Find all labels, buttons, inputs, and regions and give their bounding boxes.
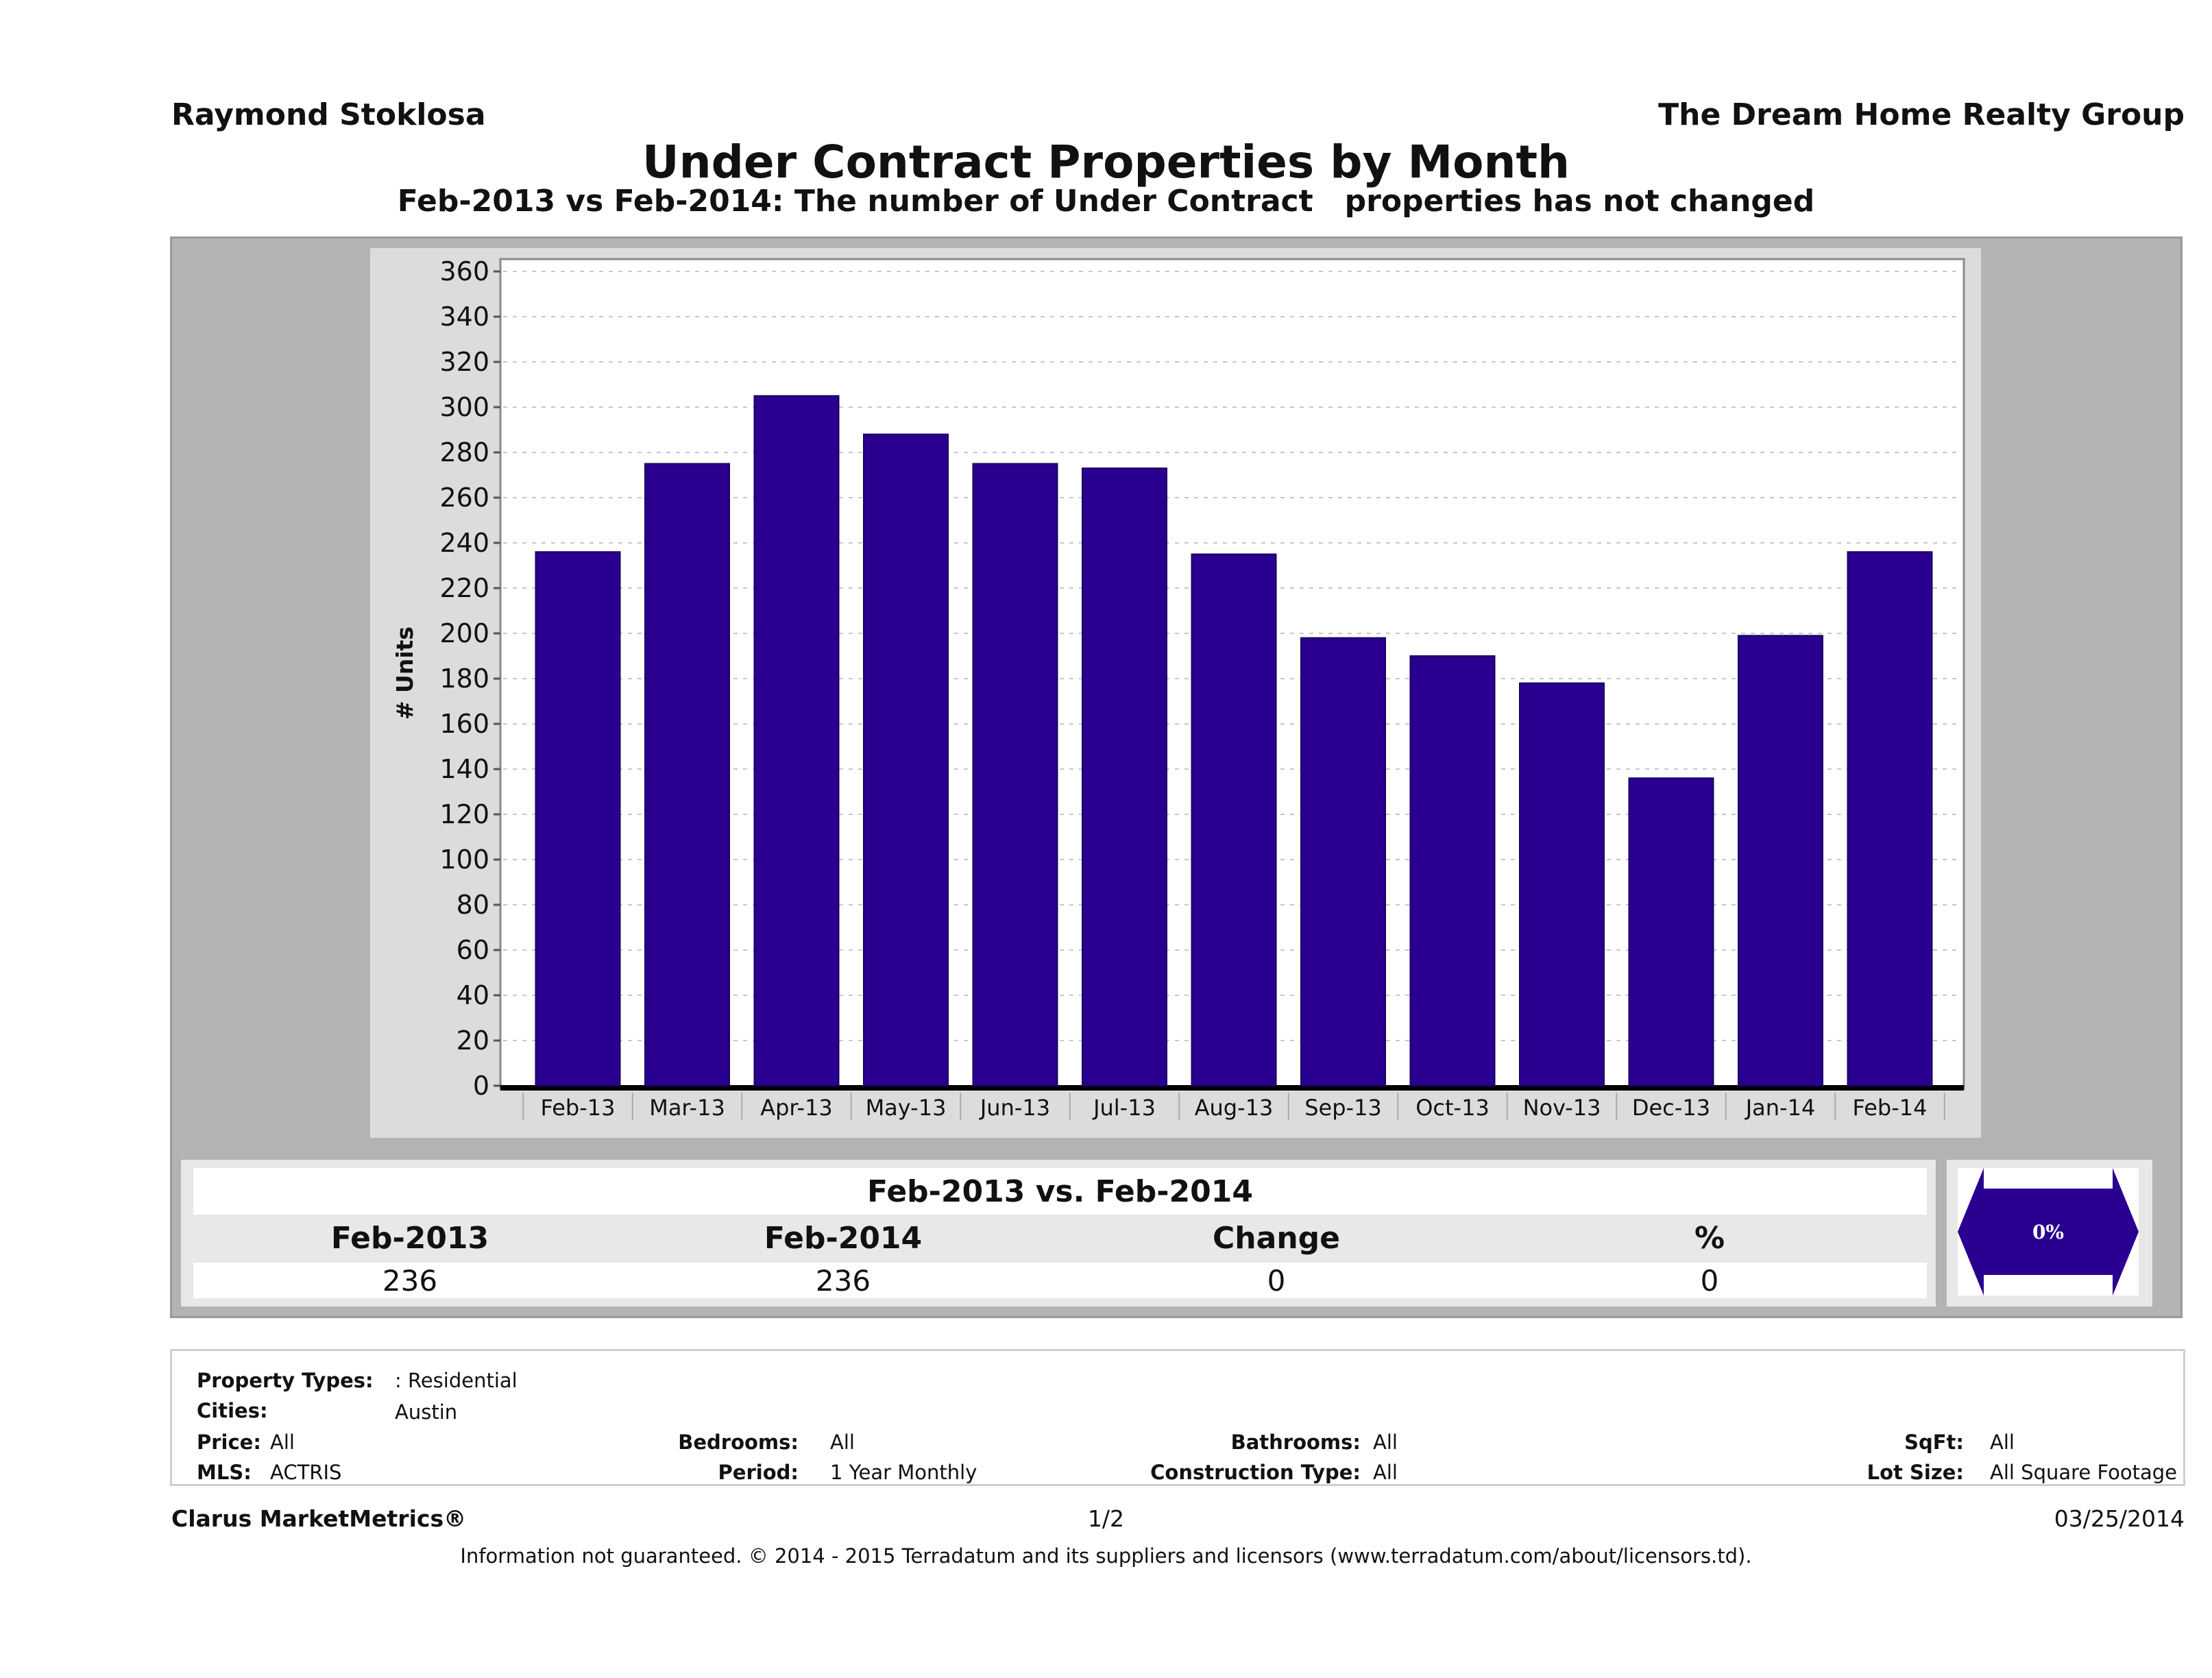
bar-nov-13 xyxy=(1519,682,1605,1086)
value-feb-2013: 236 xyxy=(382,1263,438,1298)
disclaimer: Information not guaranteed. © 2014 - 201… xyxy=(460,1544,1752,1568)
comparison-title-row: Feb-2013 vs. Feb-2014 xyxy=(193,1168,1927,1215)
x-tick-label: Jul-13 xyxy=(1092,1095,1156,1121)
y-tick-label: 280 xyxy=(439,437,489,467)
y-tick-label: 360 xyxy=(439,256,489,287)
sqft-label: SqFt: xyxy=(1904,1431,1964,1454)
x-axis-labels: Feb-13 Mar-13 Apr-13 May-13 Jun-13 Jul-13 Aug-… xyxy=(522,1093,1945,1121)
price-label: Price: xyxy=(197,1431,261,1454)
double-arrow-icon: 0% xyxy=(1958,1168,2139,1296)
y-tick-label: 320 xyxy=(439,347,489,377)
y-tick-label: 160 xyxy=(439,709,489,739)
y-tick-label: 180 xyxy=(439,664,489,694)
y-tick-label: 120 xyxy=(439,799,489,829)
comparison-header-row: Feb-2013 Feb-2014 Change % xyxy=(193,1216,1927,1260)
brand-label: Clarus MarketMetrics® xyxy=(171,1505,467,1532)
bar-feb-13 xyxy=(535,551,621,1086)
x-tick-label: Oct-13 xyxy=(1415,1095,1490,1121)
x-tick-label: Mar-13 xyxy=(649,1095,725,1121)
period-value: 1 Year Monthly xyxy=(830,1461,977,1484)
bar-jun-13 xyxy=(972,463,1058,1086)
header-feb-2014: Feb-2014 xyxy=(764,1220,923,1256)
comparison-title: Feb-2013 vs. Feb-2014 xyxy=(867,1174,1253,1209)
y-tick-label: 20 xyxy=(457,1025,489,1056)
agent-name: Raymond Stoklosa xyxy=(171,97,486,132)
y-tick-label: 340 xyxy=(439,302,489,332)
bathrooms-value: All xyxy=(1373,1431,1398,1454)
company-name: The Dream Home Realty Group xyxy=(1658,97,2185,132)
value-feb-2014: 236 xyxy=(815,1263,871,1298)
x-tick-label: Nov-13 xyxy=(1523,1095,1601,1121)
bar-jan-14 xyxy=(1738,635,1823,1086)
x-tick-label: Sep-13 xyxy=(1304,1095,1382,1121)
y-tick-label: 240 xyxy=(439,528,489,558)
bars xyxy=(535,395,1933,1087)
bar-oct-13 xyxy=(1409,655,1496,1086)
x-tick-label: Apr-13 xyxy=(760,1095,833,1121)
bedrooms-label: Bedrooms: xyxy=(678,1431,799,1454)
x-tick-label: May-13 xyxy=(866,1095,947,1121)
bathrooms-label: Bathrooms: xyxy=(1230,1431,1361,1454)
bar-mar-13 xyxy=(644,463,730,1086)
cities-label: Cities: xyxy=(197,1399,268,1422)
x-tick-label: Feb-14 xyxy=(1853,1095,1928,1121)
price-value: All xyxy=(270,1431,295,1454)
comparison-values-row: 236 236 0 0 xyxy=(193,1263,1927,1298)
y-tick-label: 300 xyxy=(439,392,489,422)
property-types-label: Property Types: xyxy=(197,1369,374,1392)
x-tick-label: Jun-13 xyxy=(979,1095,1050,1121)
y-tick-label: 80 xyxy=(457,890,489,920)
bar-apr-13 xyxy=(753,395,840,1086)
construction-type-label: Construction Type: xyxy=(1150,1461,1361,1484)
bar-may-13 xyxy=(863,433,949,1087)
gridlines xyxy=(500,271,1964,1091)
change-badge: 0% xyxy=(1958,1168,2139,1296)
bar-feb-14 xyxy=(1847,551,1933,1086)
lot-size-value: All Square Footage xyxy=(1990,1461,2178,1484)
header-change: Change xyxy=(1213,1220,1340,1256)
x-tick-label: Feb-13 xyxy=(541,1095,616,1121)
page-subtitle: Feb-2013 vs Feb-2014: The number of Unde… xyxy=(397,184,1815,219)
header-percent: % xyxy=(1694,1220,1725,1256)
page-title: Under Contract Properties by Month xyxy=(642,136,1570,189)
x-tick-label: Aug-13 xyxy=(1195,1095,1274,1121)
filters-panel: Property Types: : Residential Cities: Au… xyxy=(170,1349,2185,1486)
y-tick-label: 260 xyxy=(439,483,489,513)
header-feb-2013: Feb-2013 xyxy=(330,1220,489,1256)
page-number: 1/2 xyxy=(1087,1505,1125,1532)
construction-type-value: All xyxy=(1373,1461,1398,1484)
mls-label: MLS: xyxy=(197,1461,252,1484)
value-change: 0 xyxy=(1267,1263,1286,1298)
bar-aug-13 xyxy=(1191,553,1277,1086)
sqft-value: All xyxy=(1990,1431,2015,1454)
y-tick-label: 200 xyxy=(439,618,489,648)
y-tick-label: 40 xyxy=(457,980,489,1010)
bar-sep-13 xyxy=(1300,637,1386,1086)
y-axis-label: # Units xyxy=(391,627,418,720)
value-percent: 0 xyxy=(1700,1263,1719,1298)
y-tick-label: 140 xyxy=(439,754,489,784)
x-tick-label: Dec-13 xyxy=(1632,1095,1710,1121)
bar-jul-13 xyxy=(1082,467,1167,1087)
y-tick-label: 100 xyxy=(439,844,489,875)
bedrooms-value: All xyxy=(830,1431,855,1454)
period-label: Period: xyxy=(718,1461,799,1484)
bar-dec-13 xyxy=(1628,777,1714,1086)
bar-chart: 0 20 40 60 80 100 120 140 160 180 200 220 240 260 280 3… xyxy=(391,256,1965,1121)
y-axis-ticks: 0 20 40 60 80 100 120 140 160 180 200 220 240 260 280 3… xyxy=(439,256,500,1101)
y-tick-label: 0 xyxy=(473,1071,489,1101)
badge-text: 0% xyxy=(2032,1221,2064,1243)
property-types-value: : Residential xyxy=(395,1369,518,1392)
mls-value: ACTRIS xyxy=(270,1461,342,1484)
y-tick-label: 220 xyxy=(439,573,489,603)
report-date: 03/25/2014 xyxy=(2054,1505,2185,1532)
lot-size-label: Lot Size: xyxy=(1867,1461,1964,1484)
y-tick-label: 60 xyxy=(457,935,489,965)
x-tick-label: Jan-14 xyxy=(1745,1095,1816,1121)
cities-value: Austin xyxy=(395,1400,458,1424)
